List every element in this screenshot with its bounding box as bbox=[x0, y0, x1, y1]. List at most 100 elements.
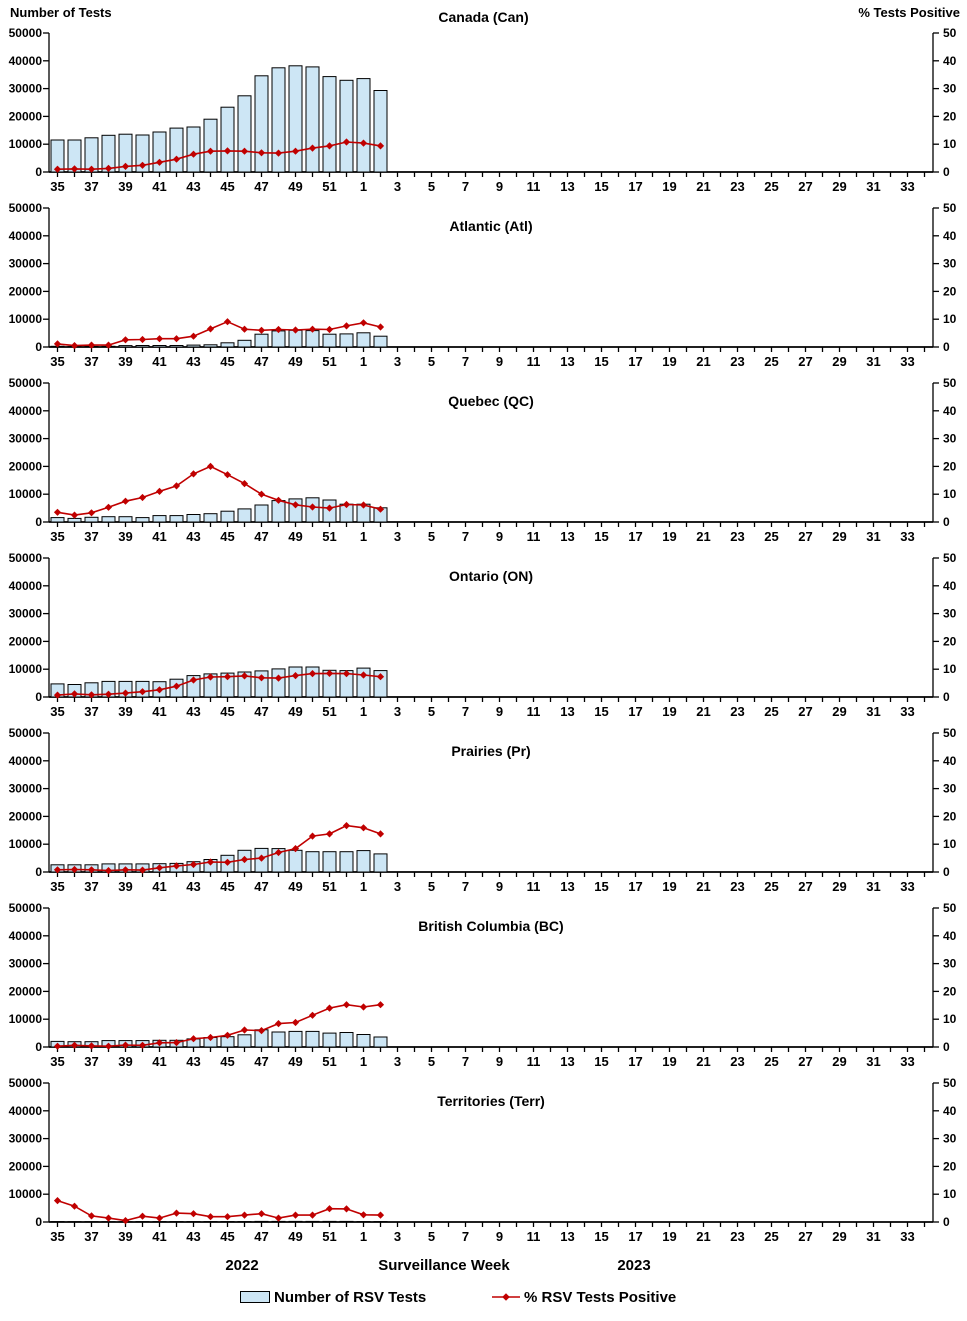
svg-text:25: 25 bbox=[764, 529, 778, 544]
tests-bars bbox=[50, 65, 388, 173]
svg-text:31: 31 bbox=[866, 1229, 880, 1244]
svg-text:1: 1 bbox=[360, 179, 367, 194]
line-legend-label: % RSV Tests Positive bbox=[524, 1289, 677, 1306]
svg-text:43: 43 bbox=[186, 354, 200, 369]
svg-text:25: 25 bbox=[764, 704, 778, 719]
chart-panel-british-columbia: British Columbia (BC)0100002000030000400… bbox=[9, 901, 957, 1069]
svg-text:30: 30 bbox=[943, 607, 957, 621]
svg-text:39: 39 bbox=[118, 1229, 132, 1244]
svg-text:17: 17 bbox=[628, 704, 642, 719]
svg-text:49: 49 bbox=[288, 529, 302, 544]
svg-text:39: 39 bbox=[118, 1054, 132, 1069]
svg-text:51: 51 bbox=[322, 704, 336, 719]
svg-text:50: 50 bbox=[943, 26, 957, 40]
svg-text:15: 15 bbox=[594, 179, 608, 194]
svg-text:30000: 30000 bbox=[9, 607, 43, 621]
svg-text:9: 9 bbox=[496, 879, 503, 894]
svg-text:29: 29 bbox=[832, 1229, 846, 1244]
svg-text:33: 33 bbox=[900, 1054, 914, 1069]
svg-text:3: 3 bbox=[394, 879, 401, 894]
svg-text:50: 50 bbox=[943, 376, 957, 390]
svg-text:47: 47 bbox=[254, 704, 268, 719]
svg-text:41: 41 bbox=[152, 1229, 166, 1244]
x-axis-footer-row: 2022 Surveillance Week 2023 bbox=[0, 1251, 967, 1281]
svg-text:13: 13 bbox=[560, 704, 574, 719]
svg-text:23: 23 bbox=[730, 879, 744, 894]
svg-text:0: 0 bbox=[35, 515, 42, 529]
svg-text:20000: 20000 bbox=[9, 109, 43, 123]
panel-title: Atlantic (Atl) bbox=[449, 218, 532, 234]
svg-text:30000: 30000 bbox=[9, 432, 43, 446]
svg-text:9: 9 bbox=[496, 1229, 503, 1244]
svg-text:20000: 20000 bbox=[9, 809, 43, 823]
svg-text:19: 19 bbox=[662, 179, 676, 194]
chart-panel-territories: Territories (Terr) 0 10000 20000 30000 40000 5… bbox=[9, 1076, 957, 1244]
svg-text:15: 15 bbox=[594, 704, 608, 719]
svg-text:40: 40 bbox=[943, 754, 957, 768]
svg-text:39: 39 bbox=[118, 879, 132, 894]
svg-text:35: 35 bbox=[50, 529, 64, 544]
svg-text:13: 13 bbox=[560, 354, 574, 369]
svg-text:10000: 10000 bbox=[9, 1012, 43, 1026]
svg-text:41: 41 bbox=[152, 704, 166, 719]
svg-text:40000: 40000 bbox=[9, 404, 43, 418]
svg-text:39: 39 bbox=[118, 529, 132, 544]
svg-text:31: 31 bbox=[866, 1054, 880, 1069]
panel-title-canada: Canada (Can) bbox=[438, 9, 529, 25]
left-axis-title: Number of Tests bbox=[10, 5, 112, 20]
svg-text:27: 27 bbox=[798, 879, 812, 894]
svg-text:27: 27 bbox=[798, 1054, 812, 1069]
chart-header-row: Number of Tests Canada (Can) % Tests Pos… bbox=[0, 0, 967, 26]
svg-text:30000: 30000 bbox=[9, 1132, 43, 1146]
svg-text:40000: 40000 bbox=[9, 754, 43, 768]
svg-text:23: 23 bbox=[730, 1229, 744, 1244]
svg-text:35: 35 bbox=[50, 704, 64, 719]
svg-text:35: 35 bbox=[50, 1054, 64, 1069]
svg-text:10000: 10000 bbox=[9, 487, 43, 501]
svg-text:17: 17 bbox=[628, 879, 642, 894]
svg-text:20000: 20000 bbox=[9, 984, 43, 998]
svg-text:20000: 20000 bbox=[9, 1159, 43, 1173]
svg-text:43: 43 bbox=[186, 1054, 200, 1069]
svg-text:11: 11 bbox=[527, 529, 541, 544]
svg-text:51: 51 bbox=[322, 179, 336, 194]
svg-text:10: 10 bbox=[943, 487, 957, 501]
svg-text:37: 37 bbox=[84, 529, 98, 544]
svg-text:9: 9 bbox=[496, 1054, 503, 1069]
svg-text:5: 5 bbox=[428, 1054, 435, 1069]
svg-text:23: 23 bbox=[730, 179, 744, 194]
svg-text:29: 29 bbox=[832, 1054, 846, 1069]
svg-text:40: 40 bbox=[943, 929, 957, 943]
svg-text:15: 15 bbox=[594, 1229, 608, 1244]
svg-text:1: 1 bbox=[360, 879, 367, 894]
svg-text:5: 5 bbox=[428, 354, 435, 369]
svg-text:11: 11 bbox=[527, 704, 541, 719]
svg-text:25: 25 bbox=[764, 354, 778, 369]
svg-text:27: 27 bbox=[798, 354, 812, 369]
svg-text:11: 11 bbox=[527, 1229, 541, 1244]
svg-text:47: 47 bbox=[254, 1054, 268, 1069]
svg-text:45: 45 bbox=[220, 529, 234, 544]
svg-text:19: 19 bbox=[662, 529, 676, 544]
svg-text:7: 7 bbox=[462, 354, 469, 369]
svg-text:10: 10 bbox=[943, 137, 957, 151]
svg-text:21: 21 bbox=[696, 879, 710, 894]
svg-text:47: 47 bbox=[254, 1229, 268, 1244]
svg-text:0: 0 bbox=[943, 1040, 950, 1054]
year-label-right: 2023 bbox=[617, 1257, 651, 1274]
svg-text:0: 0 bbox=[943, 1215, 950, 1229]
svg-text:47: 47 bbox=[254, 529, 268, 544]
svg-text:30: 30 bbox=[943, 782, 957, 796]
svg-text:7: 7 bbox=[462, 179, 469, 194]
svg-text:41: 41 bbox=[152, 1054, 166, 1069]
svg-text:37: 37 bbox=[84, 704, 98, 719]
svg-text:5: 5 bbox=[428, 1229, 435, 1244]
svg-text:39: 39 bbox=[118, 704, 132, 719]
svg-text:40: 40 bbox=[943, 404, 957, 418]
svg-text:50: 50 bbox=[943, 551, 957, 565]
svg-text:29: 29 bbox=[832, 704, 846, 719]
svg-text:1: 1 bbox=[360, 529, 367, 544]
svg-text:20000: 20000 bbox=[9, 459, 43, 473]
svg-text:25: 25 bbox=[764, 179, 778, 194]
svg-text:17: 17 bbox=[628, 354, 642, 369]
